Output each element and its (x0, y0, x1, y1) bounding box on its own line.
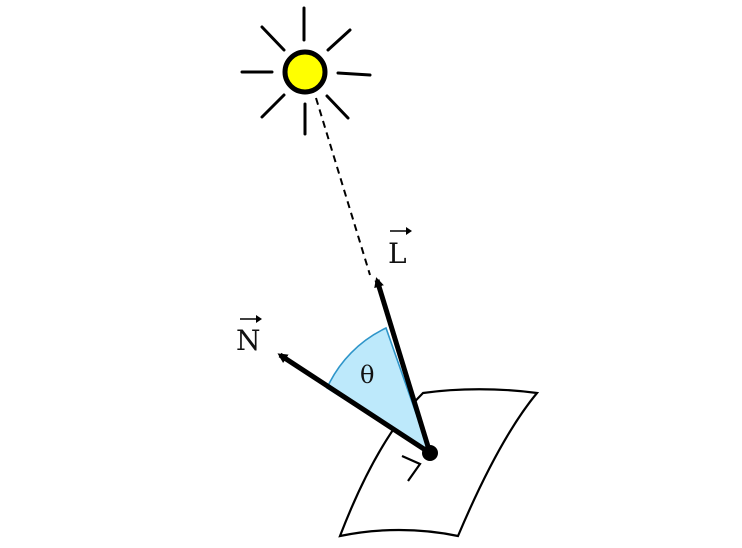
normal-vector-overarrow-head (256, 315, 262, 323)
angle-wedge (325, 326, 432, 455)
light-vector-overarrow-head (406, 227, 412, 235)
surface-point (422, 445, 438, 461)
right-angle-marker-icon (401, 454, 422, 482)
normal-vector-label: N (236, 324, 261, 357)
sun-icon (240, 6, 372, 136)
normal-vector-label-group: N (236, 315, 262, 357)
sun-disk (282, 49, 328, 95)
light-vector-arrow (374, 277, 433, 454)
normal-vector-arrow (277, 352, 432, 456)
light-vector-label: L (388, 237, 407, 270)
angle-label: θ (360, 361, 374, 389)
light-ray-dashed (315, 97, 371, 276)
light-vector-label-group: L (388, 227, 412, 270)
sun-rays (240, 6, 372, 136)
